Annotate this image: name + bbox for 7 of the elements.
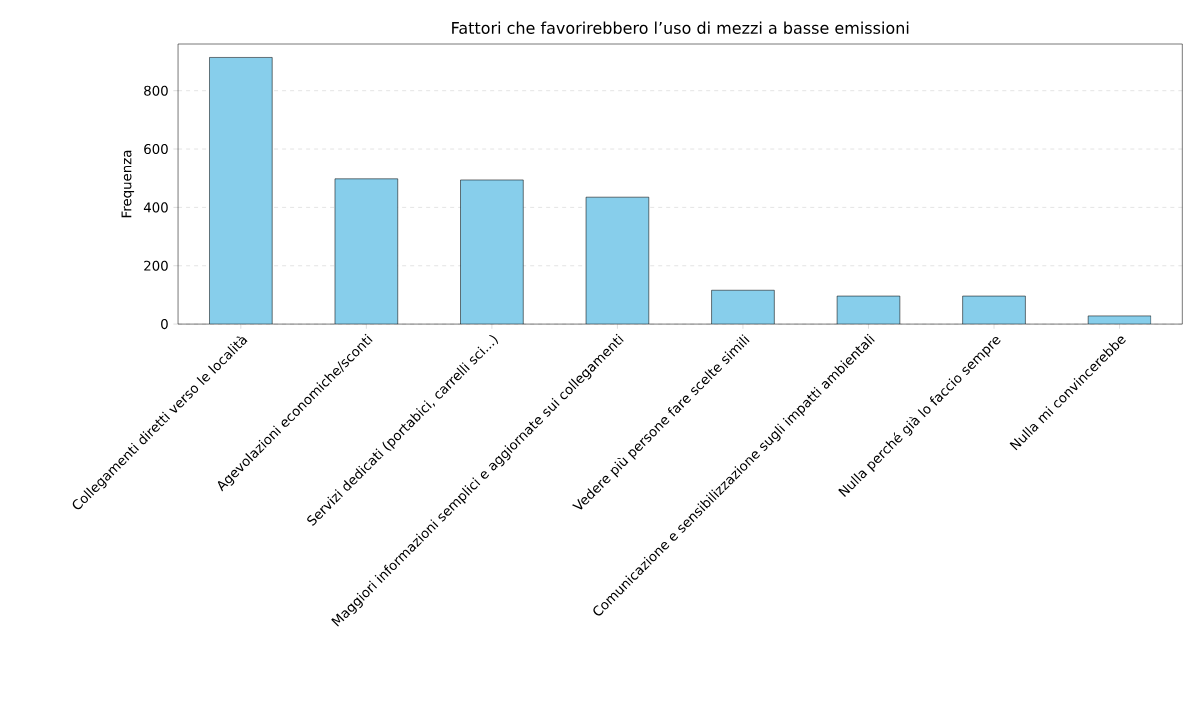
- y-tick-label: 0: [161, 318, 168, 330]
- chart-title: Fattori che favorirebbero l’uso di mezzi a basse emissioni: [452, 21, 909, 34]
- y-tick-label: 800: [144, 85, 168, 96]
- y-tick-label: 200: [144, 260, 168, 271]
- y-tick-label: 600: [144, 143, 168, 154]
- y-tick-label: 400: [143, 202, 168, 213]
- y-axis-title: Frequenza: [121, 150, 135, 218]
